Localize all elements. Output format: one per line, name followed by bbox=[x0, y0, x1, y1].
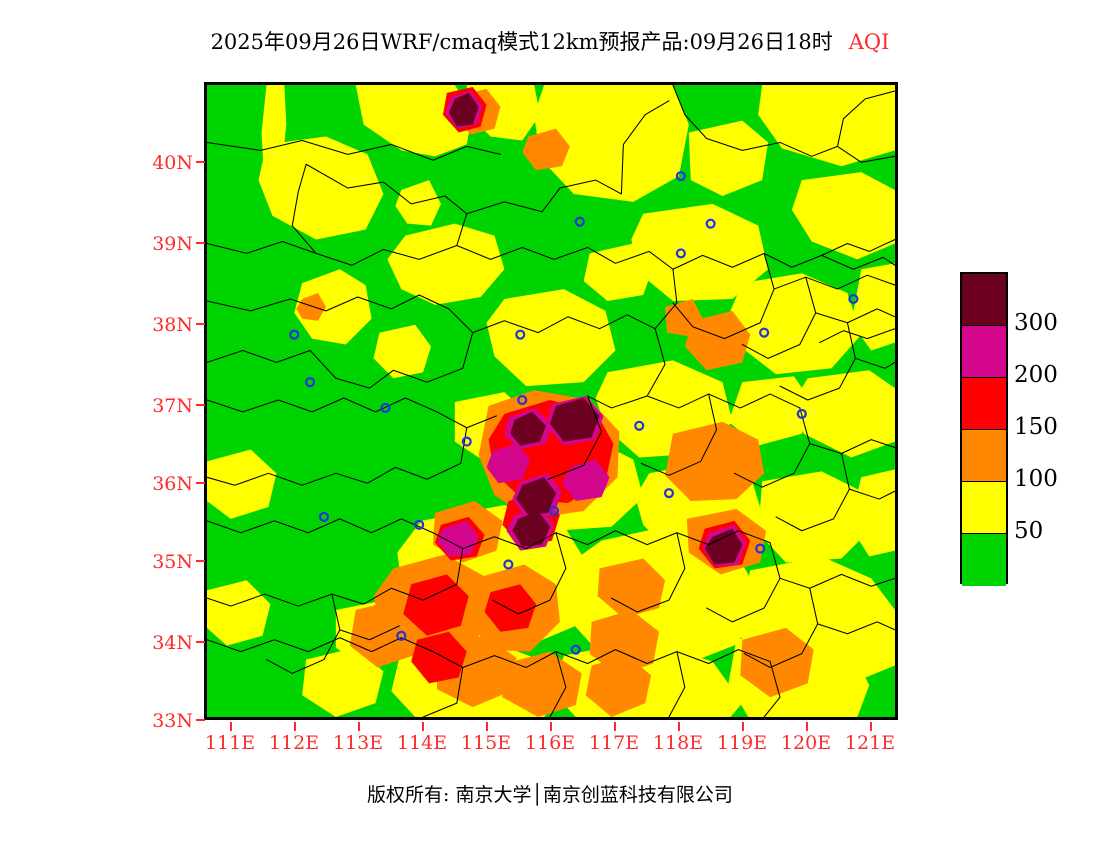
y-tick-label: 40N bbox=[152, 152, 193, 174]
x-tick-label: 121E bbox=[844, 732, 896, 754]
x-tick-label: 117E bbox=[588, 732, 640, 754]
colorbar-band-200-300 bbox=[962, 326, 1006, 378]
administrative-boundaries bbox=[207, 85, 895, 717]
x-tick-mark bbox=[614, 722, 616, 731]
aqi-heatmap bbox=[207, 85, 895, 717]
page-title: 2025年09月26日WRF/cmaq模式12km预报产品:09月26日18时 A… bbox=[0, 26, 1100, 56]
colorbar-label-100: 100 bbox=[1014, 466, 1058, 492]
y-tick-mark bbox=[196, 482, 205, 484]
x-tick-label: 115E bbox=[460, 732, 512, 754]
colorbar-band-0-50 bbox=[962, 534, 1006, 586]
aqi-colorbar[interactable] bbox=[960, 272, 1008, 586]
y-tick-mark bbox=[196, 404, 205, 406]
copyright-footer: 版权所有: 南京大学│南京创蓝科技有限公司 bbox=[367, 784, 733, 806]
title-variable-label: AQI bbox=[848, 30, 890, 54]
colorbar-band-300plus bbox=[962, 274, 1006, 326]
y-tick-mark bbox=[196, 323, 205, 325]
city-markers bbox=[289, 171, 859, 655]
y-tick-mark bbox=[196, 242, 205, 244]
y-tick-label: 39N bbox=[152, 233, 193, 255]
y-tick-label: 36N bbox=[152, 473, 193, 495]
x-tick-label: 112E bbox=[268, 732, 320, 754]
x-tick-mark bbox=[742, 722, 744, 731]
x-tick-label: 116E bbox=[524, 732, 576, 754]
y-tick-mark bbox=[196, 560, 205, 562]
aqi-band-maroon bbox=[448, 92, 743, 565]
x-tick-mark bbox=[422, 722, 424, 731]
x-tick-mark bbox=[806, 722, 808, 731]
x-tick-mark bbox=[678, 722, 680, 731]
x-tick-label: 114E bbox=[396, 732, 448, 754]
x-tick-label: 119E bbox=[716, 732, 768, 754]
y-tick-label: 35N bbox=[152, 551, 193, 573]
x-tick-mark bbox=[870, 722, 872, 731]
x-tick-mark bbox=[230, 722, 232, 731]
colorbar-band-100-150 bbox=[962, 430, 1006, 482]
colorbar-label-300: 300 bbox=[1014, 310, 1058, 336]
y-tick-label: 33N bbox=[152, 710, 193, 732]
colorbar-label-150: 150 bbox=[1014, 414, 1058, 440]
x-tick-label: 113E bbox=[332, 732, 384, 754]
title-text: 2025年09月26日WRF/cmaq模式12km预报产品:09月26日18时 bbox=[210, 30, 833, 54]
y-tick-label: 34N bbox=[152, 632, 193, 654]
y-tick-mark bbox=[196, 719, 205, 721]
y-tick-label: 38N bbox=[152, 314, 193, 336]
colorbar-label-50: 50 bbox=[1014, 518, 1044, 544]
x-tick-mark bbox=[358, 722, 360, 731]
x-tick-mark bbox=[294, 722, 296, 731]
y-tick-mark bbox=[196, 161, 205, 163]
y-tick-mark bbox=[196, 641, 205, 643]
x-tick-mark bbox=[486, 722, 488, 731]
colorbar-label-200: 200 bbox=[1014, 362, 1058, 388]
map-plot-area[interactable] bbox=[204, 82, 898, 720]
y-tick-label: 37N bbox=[152, 395, 193, 417]
x-tick-label: 120E bbox=[780, 732, 832, 754]
colorbar-band-150-200 bbox=[962, 378, 1006, 430]
x-tick-label: 118E bbox=[652, 732, 704, 754]
x-tick-mark bbox=[550, 722, 552, 731]
colorbar-band-50-100 bbox=[962, 482, 1006, 534]
x-tick-label: 111E bbox=[204, 732, 256, 754]
